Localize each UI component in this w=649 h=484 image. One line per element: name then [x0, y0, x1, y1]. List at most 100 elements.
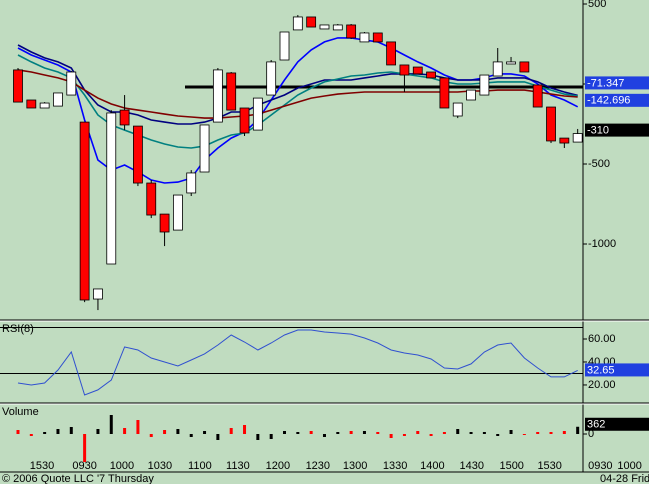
value-box: [585, 93, 649, 107]
candle-body: [506, 61, 516, 65]
candle-body: [572, 133, 583, 143]
volume-bar: [109, 415, 113, 434]
candle-body: [359, 32, 370, 43]
volume-bar: [123, 428, 127, 434]
candle-body: [452, 102, 463, 117]
volume-bar: [309, 431, 313, 434]
value-box: [585, 417, 649, 431]
value-label: -310: [587, 125, 609, 137]
candle-body: [26, 99, 37, 109]
volume-bar: [376, 432, 380, 434]
y-tick-label: 0: [588, 428, 594, 440]
copyright: © 2006 Quote LLC '7 Thursday: [2, 473, 154, 484]
y-tick-label: 500: [588, 0, 606, 10]
x-tick-label: 1500: [499, 460, 523, 472]
candle-body: [319, 24, 330, 30]
volume-bar: [562, 431, 566, 434]
value-label: 32.65: [587, 364, 615, 376]
candle-body: [119, 109, 130, 126]
candle-body: [332, 24, 343, 31]
volume-bar: [322, 434, 326, 437]
volume-bar: [482, 432, 486, 434]
candle-body: [199, 124, 210, 173]
candle-body: [239, 107, 250, 134]
volume-bar: [256, 434, 260, 440]
candle-body: [292, 16, 303, 31]
volume-bar: [83, 434, 87, 462]
candle-body: [279, 31, 290, 61]
volume-bar: [283, 431, 287, 434]
volume-bar: [402, 434, 406, 436]
candle-body: [159, 213, 170, 233]
candle-body: [532, 84, 543, 108]
candle-body: [399, 64, 410, 76]
volume-bar: [56, 429, 60, 434]
candle-body: [386, 41, 397, 66]
x-tick-label: 1030: [148, 460, 172, 472]
value-label: -142.696: [587, 95, 630, 107]
volume-bar: [149, 434, 153, 437]
volume-bar: [296, 432, 300, 434]
volume-bar: [549, 432, 553, 434]
candle-body: [426, 71, 436, 79]
volume-bar: [29, 434, 33, 436]
candle-body: [212, 69, 223, 123]
candle-body: [13, 69, 23, 103]
volume-bar: [416, 431, 420, 434]
volume-bar: [203, 431, 207, 434]
candle-body: [186, 172, 197, 194]
value-label: 362: [587, 419, 605, 431]
x-tick-label: 1400: [420, 460, 444, 472]
candle-body: [53, 92, 63, 107]
value-box: [585, 76, 649, 90]
x-tick-label: 1530: [537, 460, 561, 472]
volume-title: Volume: [2, 406, 39, 418]
y-tick-label: -1000: [588, 238, 616, 250]
date-label: 04-28 Frid: [600, 473, 649, 484]
volume-bar: [243, 425, 247, 434]
candle-body: [479, 74, 490, 96]
volume-bar: [442, 432, 446, 434]
candle-body: [559, 137, 570, 144]
volume-bar: [389, 434, 393, 438]
value-box: [585, 123, 649, 137]
volume-bar: [176, 429, 180, 434]
volume-bar: [429, 434, 433, 436]
candle-body: [346, 24, 357, 39]
candle-body: [412, 66, 423, 75]
volume-bar: [522, 434, 526, 435]
candle-body: [439, 77, 450, 109]
x-tick-label: 1100: [188, 460, 212, 472]
volume-bar: [362, 431, 366, 434]
value-box: [585, 363, 649, 377]
x-tick-label: 1200: [266, 460, 290, 472]
x-tick-label: 0930: [72, 460, 96, 472]
rsi-line: [17, 329, 578, 396]
volume-bar: [189, 434, 193, 437]
volume-bar: [16, 430, 20, 434]
candle-body: [466, 89, 476, 101]
volume-bar: [336, 432, 340, 434]
y-tick-label: -500: [588, 158, 610, 170]
x-tick-label: 1530: [30, 460, 54, 472]
candle-body: [546, 106, 556, 142]
x-tick-label: 1130: [226, 460, 250, 472]
volume-bar: [456, 429, 460, 434]
volume-bar: [496, 434, 500, 436]
volume-bar: [229, 428, 233, 434]
candle-body: [372, 32, 383, 43]
x-tick-label: 1230: [306, 460, 330, 472]
x-tick-label: 1000: [110, 460, 134, 472]
x-tick-label: 1430: [459, 460, 483, 472]
volume-bar: [269, 434, 273, 439]
candle-body: [266, 61, 277, 96]
candle-body: [133, 125, 143, 184]
volume-bar: [69, 427, 73, 434]
volume-bar: [43, 432, 47, 434]
volume-bar: [136, 420, 140, 434]
volume-bar: [509, 430, 513, 434]
value-label: -71.347: [587, 77, 624, 89]
